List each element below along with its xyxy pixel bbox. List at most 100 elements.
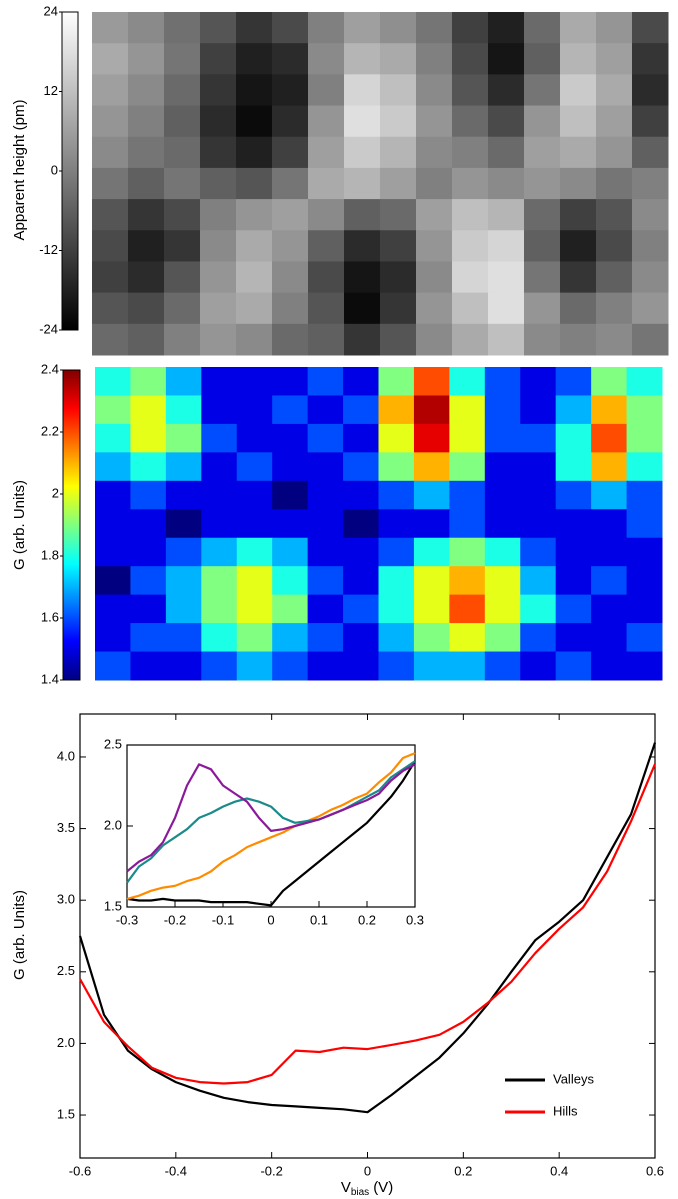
- heatmap-cell: [555, 423, 592, 453]
- heatmap-cell: [95, 651, 131, 681]
- heatmap-cell: [308, 261, 345, 294]
- colorbar-tick-label: 24: [44, 3, 58, 18]
- heatmap-cell: [484, 623, 521, 653]
- heatmap-cell: [596, 323, 633, 356]
- heatmap-cell: [449, 566, 486, 596]
- x-tick-label: 0: [364, 1163, 371, 1178]
- heatmap-cell: [488, 136, 525, 169]
- heatmap-cell: [484, 651, 521, 681]
- heatmap-cell: [626, 423, 663, 453]
- heatmap-cell: [128, 323, 165, 356]
- heatmap-cell: [95, 367, 131, 396]
- heatmap-cell: [380, 230, 417, 262]
- heatmap-cell: [626, 651, 663, 681]
- heatmap-cell: [380, 167, 417, 200]
- heatmap-cell: [488, 199, 525, 231]
- heatmap-cell: [343, 395, 379, 425]
- heatmap-cell: [236, 594, 273, 624]
- heatmap-cell: [95, 480, 131, 510]
- heatmap-cell: [555, 367, 592, 396]
- heatmap-cell: [272, 395, 309, 425]
- heatmap-cell: [272, 452, 309, 482]
- y-tick-label: 2.5: [104, 736, 122, 751]
- heatmap-cell: [520, 594, 557, 624]
- plot-frame: [126, 744, 416, 908]
- heatmap-cell: [520, 423, 557, 453]
- heatmap-cell: [307, 594, 344, 624]
- heatmap-cell: [164, 167, 201, 200]
- heatmap-cell: [484, 537, 521, 567]
- heatmap-cell: [452, 105, 489, 138]
- heatmap-cell: [92, 43, 129, 75]
- heatmap-cell: [164, 199, 201, 231]
- heatmap-cell: [596, 136, 633, 169]
- heatmap-cell: [344, 292, 381, 325]
- heatmap-cell: [130, 480, 167, 510]
- heatmap-cell: [632, 136, 669, 169]
- heatmap-cell: [380, 292, 417, 325]
- heatmap-cell: [380, 105, 417, 138]
- heatmap-cell: [452, 323, 489, 356]
- heatmap-cell: [201, 367, 238, 396]
- heatmap-cell: [344, 261, 381, 294]
- heatmap-cell: [416, 167, 453, 200]
- heatmap-cell: [626, 537, 663, 567]
- x-tick-label: -0.1: [212, 912, 234, 927]
- heatmap-cell: [632, 323, 669, 356]
- heatmap-cell: [308, 136, 345, 169]
- heatmap-cell: [560, 105, 597, 138]
- heatmap-cell: [626, 395, 663, 425]
- heatmap-cell: [626, 509, 663, 539]
- heatmap-cell: [272, 509, 309, 539]
- heatmap-cell: [560, 261, 597, 294]
- heatmap-cell: [416, 136, 453, 169]
- heatmap-cell: [307, 480, 344, 510]
- line-series: [126, 763, 416, 873]
- heatmap-cell: [128, 167, 165, 200]
- heatmap-cell: [307, 395, 344, 425]
- heatmap-cell: [378, 367, 415, 396]
- line-series: [79, 763, 657, 1085]
- heatmap-cell: [555, 651, 592, 681]
- heatmap-cell: [236, 12, 273, 44]
- heatmap-cell: [560, 74, 597, 107]
- heatmap-cell: [200, 12, 237, 44]
- heatmap-cell: [343, 423, 379, 453]
- heatmap-cell: [95, 423, 131, 453]
- heatmap-cell: [591, 395, 628, 425]
- heatmap-cell: [200, 199, 237, 231]
- heatmap-cell: [484, 509, 521, 539]
- heatmap-cell: [130, 509, 167, 539]
- heatmap-cell: [343, 566, 379, 596]
- heatmap-cell: [272, 199, 309, 231]
- heatmap-cell: [378, 651, 415, 681]
- heatmap-cell: [201, 480, 238, 510]
- heatmap-cell: [344, 43, 381, 75]
- heatmap-cell: [128, 12, 165, 44]
- colorbar: [62, 369, 81, 681]
- heatmap-cell: [452, 12, 489, 44]
- x-tick-label: 0.6: [646, 1163, 664, 1178]
- heatmap-cell: [164, 43, 201, 75]
- colorbar-tick-label: -12: [39, 242, 58, 257]
- heatmap-cell: [344, 12, 381, 44]
- heatmap-cell: [236, 74, 273, 107]
- heatmap-cell: [343, 452, 379, 482]
- heatmap-cell: [95, 537, 131, 567]
- heatmap-cell: [130, 395, 167, 425]
- x-tick-label: 0: [267, 912, 274, 927]
- heatmap-cell: [130, 623, 167, 653]
- heatmap-cell: [95, 395, 131, 425]
- heatmap-cell: [272, 594, 309, 624]
- heatmap-cell: [272, 537, 309, 567]
- heatmap-cell: [413, 367, 450, 396]
- heatmap-cell: [449, 395, 486, 425]
- heatmap-cell: [520, 566, 557, 596]
- colorbar-tick-label: 1.6: [41, 609, 59, 624]
- heatmap-cell: [452, 261, 489, 294]
- heatmap-cell: [413, 452, 450, 482]
- heatmap-cell: [128, 74, 165, 107]
- heatmap-cell: [236, 423, 273, 453]
- heatmap-cell: [632, 167, 669, 200]
- heatmap-cell: [416, 199, 453, 231]
